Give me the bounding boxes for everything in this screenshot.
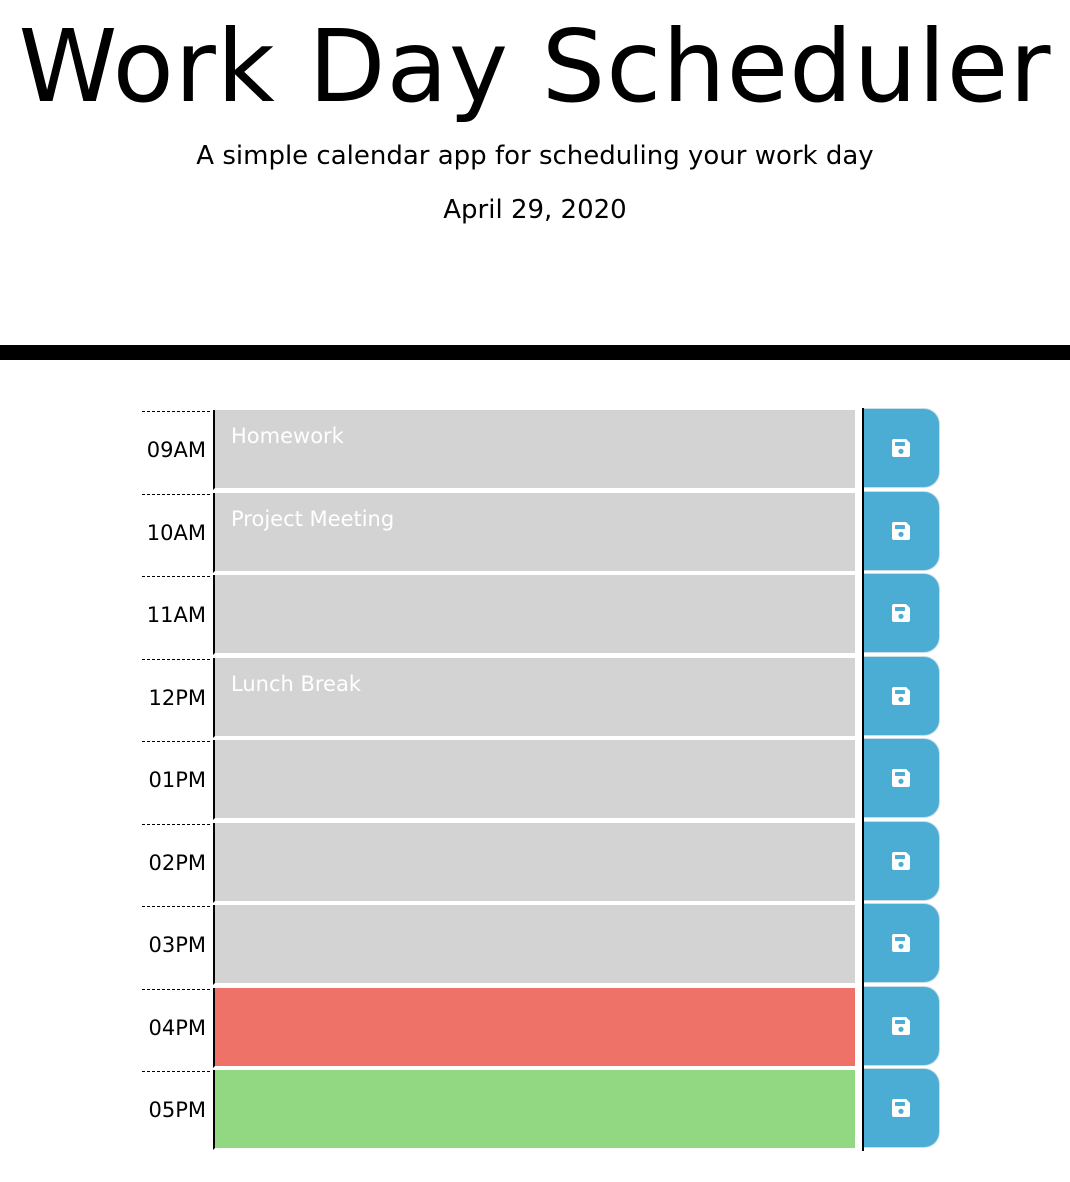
- row-separator: [862, 820, 864, 903]
- event-description-input[interactable]: [213, 575, 858, 655]
- event-description-input[interactable]: [213, 905, 858, 985]
- floppy-disk-icon: [892, 1099, 910, 1117]
- row-separator: [862, 408, 864, 491]
- floppy-disk-icon: [892, 686, 910, 705]
- hour-label: 05PM: [142, 1071, 210, 1150]
- save-button[interactable]: [864, 408, 940, 488]
- hour-label: 11AM: [142, 576, 210, 655]
- header-divider: [0, 345, 1070, 360]
- current-day: April 29, 2020: [443, 195, 627, 225]
- hour-label: 10AM: [142, 493, 210, 573]
- floppy-disk-icon: [892, 769, 910, 787]
- floppy-disk-icon: [892, 1016, 910, 1035]
- time-block-row: 02PM: [142, 820, 942, 903]
- time-block-row: 04PM: [142, 985, 942, 1068]
- save-button[interactable]: [864, 1068, 940, 1148]
- row-separator: [862, 655, 864, 738]
- floppy-disk-icon: [892, 439, 910, 457]
- event-description-input[interactable]: Lunch Break: [213, 657, 858, 738]
- save-button[interactable]: [864, 738, 940, 818]
- save-button[interactable]: [864, 490, 940, 571]
- event-description-input[interactable]: [213, 987, 858, 1068]
- hour-label: 12PM: [142, 658, 210, 738]
- floppy-disk-icon: [892, 604, 910, 622]
- page-title: Work Day Scheduler: [18, 8, 1052, 125]
- row-separator: [862, 1068, 864, 1151]
- time-block-row: 01PM: [142, 738, 942, 821]
- save-button[interactable]: [864, 820, 940, 901]
- time-block-row: 05PM: [142, 1068, 942, 1151]
- event-description-input[interactable]: [213, 740, 858, 820]
- page-lead: A simple calendar app for scheduling you…: [196, 141, 874, 171]
- hour-label: 03PM: [142, 906, 210, 985]
- time-block-row: 09AM Homework: [142, 408, 942, 491]
- schedule-container: 09AM Homework 10AM Project Meeting 11AM: [142, 408, 942, 1151]
- event-description-input[interactable]: Homework: [213, 410, 858, 490]
- time-block-row: 11AM: [142, 573, 942, 656]
- header: Work Day Scheduler A simple calendar app…: [0, 0, 1070, 345]
- hour-label: 02PM: [142, 823, 210, 903]
- row-separator: [862, 738, 864, 821]
- row-separator: [862, 903, 864, 986]
- hour-label: 04PM: [142, 988, 210, 1068]
- hour-label: 01PM: [142, 741, 210, 820]
- time-block-row: 03PM: [142, 903, 942, 986]
- row-separator: [862, 985, 864, 1068]
- floppy-disk-icon: [892, 934, 910, 952]
- save-button[interactable]: [864, 985, 940, 1066]
- time-block-row: 12PM Lunch Break: [142, 655, 942, 738]
- event-description-input[interactable]: [213, 822, 858, 903]
- row-separator: [862, 490, 864, 573]
- save-button[interactable]: [864, 903, 940, 983]
- event-description-input[interactable]: [213, 1070, 858, 1150]
- row-separator: [862, 573, 864, 656]
- floppy-disk-icon: [892, 521, 910, 540]
- save-button[interactable]: [864, 573, 940, 653]
- time-block-row: 10AM Project Meeting: [142, 490, 942, 573]
- save-button[interactable]: [864, 655, 940, 736]
- floppy-disk-icon: [892, 851, 910, 870]
- event-description-input[interactable]: Project Meeting: [213, 492, 858, 573]
- hour-label: 09AM: [142, 411, 210, 490]
